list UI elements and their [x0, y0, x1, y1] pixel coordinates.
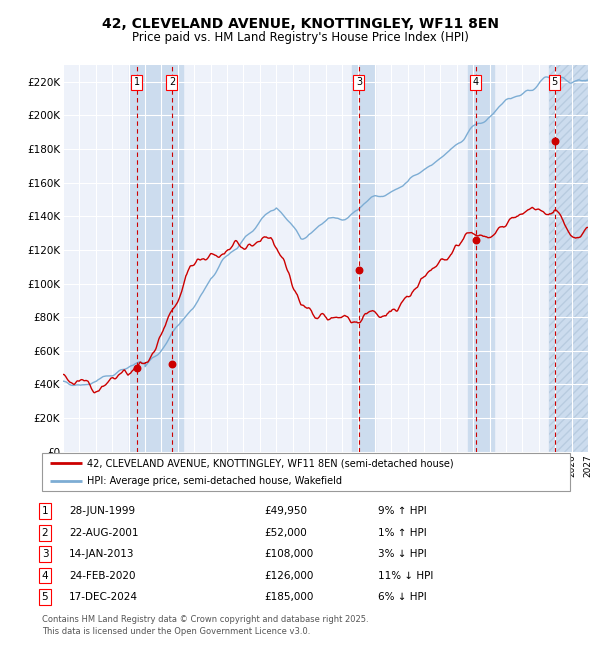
- Point: [471, 235, 481, 245]
- Text: 1: 1: [41, 506, 49, 516]
- Text: 42, CLEVELAND AVENUE, KNOTTINGLEY, WF11 8EN (semi-detached house): 42, CLEVELAND AVENUE, KNOTTINGLEY, WF11 …: [87, 458, 454, 468]
- Text: 6% ↓ HPI: 6% ↓ HPI: [378, 592, 427, 602]
- Point: [132, 363, 142, 373]
- Text: Price paid vs. HM Land Registry's House Price Index (HPI): Price paid vs. HM Land Registry's House …: [131, 31, 469, 44]
- Text: 3: 3: [356, 77, 362, 87]
- Point: [167, 359, 177, 369]
- FancyBboxPatch shape: [42, 453, 570, 491]
- Bar: [548, 65, 588, 452]
- Text: 5: 5: [551, 77, 557, 87]
- Text: 4: 4: [473, 77, 479, 87]
- Point: [550, 135, 559, 146]
- Text: 24-FEB-2020: 24-FEB-2020: [69, 571, 136, 580]
- Text: 1% ↑ HPI: 1% ↑ HPI: [378, 528, 427, 538]
- Text: 5: 5: [41, 592, 49, 602]
- Text: 17-DEC-2024: 17-DEC-2024: [69, 592, 138, 602]
- Bar: [468, 65, 494, 452]
- Text: 3% ↓ HPI: 3% ↓ HPI: [378, 549, 427, 559]
- Text: 9% ↑ HPI: 9% ↑ HPI: [378, 506, 427, 516]
- Text: 2: 2: [169, 77, 175, 87]
- Text: 28-JUN-1999: 28-JUN-1999: [69, 506, 135, 516]
- Bar: [352, 65, 375, 452]
- Text: 11% ↓ HPI: 11% ↓ HPI: [378, 571, 433, 580]
- Text: 3: 3: [41, 549, 49, 559]
- Text: £49,950: £49,950: [264, 506, 307, 516]
- Bar: [128, 65, 183, 452]
- Text: £126,000: £126,000: [264, 571, 313, 580]
- Text: £52,000: £52,000: [264, 528, 307, 538]
- Text: 14-JAN-2013: 14-JAN-2013: [69, 549, 134, 559]
- Bar: [548, 65, 588, 452]
- Text: £185,000: £185,000: [264, 592, 313, 602]
- Text: 22-AUG-2001: 22-AUG-2001: [69, 528, 139, 538]
- Text: 4: 4: [41, 571, 49, 580]
- Text: £108,000: £108,000: [264, 549, 313, 559]
- Text: 1: 1: [134, 77, 140, 87]
- Text: 2: 2: [41, 528, 49, 538]
- Text: 42, CLEVELAND AVENUE, KNOTTINGLEY, WF11 8EN: 42, CLEVELAND AVENUE, KNOTTINGLEY, WF11 …: [101, 17, 499, 31]
- Text: HPI: Average price, semi-detached house, Wakefield: HPI: Average price, semi-detached house,…: [87, 476, 342, 486]
- Text: Contains HM Land Registry data © Crown copyright and database right 2025.
This d: Contains HM Land Registry data © Crown c…: [42, 615, 368, 636]
- Point: [354, 265, 364, 276]
